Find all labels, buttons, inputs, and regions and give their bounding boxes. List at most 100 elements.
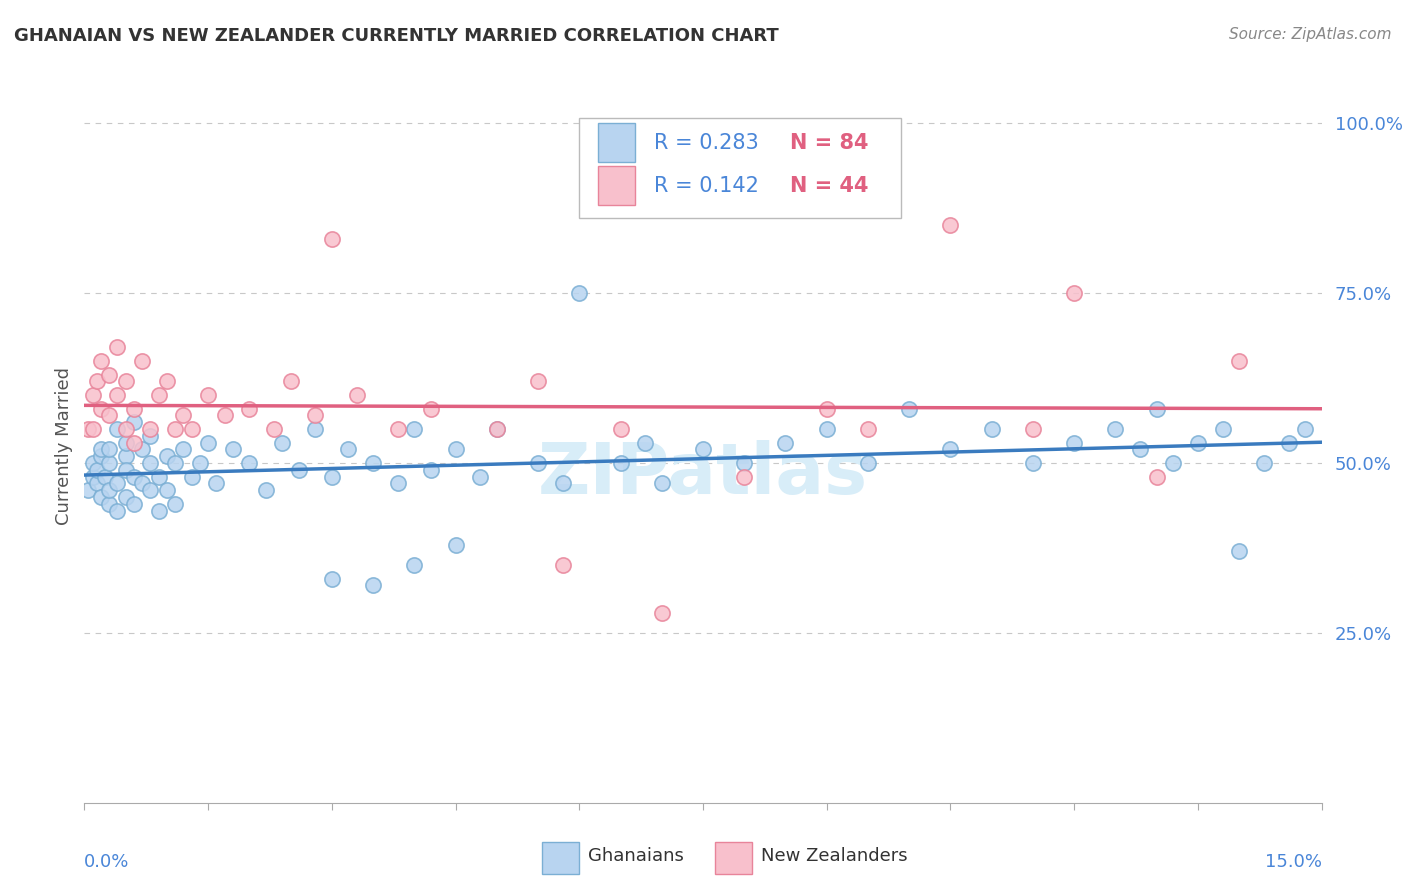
Text: Source: ZipAtlas.com: Source: ZipAtlas.com: [1229, 27, 1392, 42]
Point: [148, 469, 170, 483]
Point: [90, 449, 112, 463]
Point: [609, 456, 631, 470]
Point: [444, 442, 467, 457]
Point: [1146, 401, 1168, 416]
Point: [1104, 422, 1126, 436]
Point: [551, 558, 574, 572]
Text: N = 84: N = 84: [790, 133, 868, 153]
Point: [114, 490, 136, 504]
Point: [1022, 456, 1045, 470]
Point: [1278, 435, 1301, 450]
Point: [321, 572, 343, 586]
Text: 15.0%: 15.0%: [1264, 853, 1322, 871]
Point: [1161, 456, 1184, 470]
Text: ZIPatlas: ZIPatlas: [538, 440, 868, 509]
Point: [485, 422, 508, 436]
Point: [321, 232, 343, 246]
Text: GHANAIAN VS NEW ZEALANDER CURRENTLY MARRIED CORRELATION CHART: GHANAIAN VS NEW ZEALANDER CURRENTLY MARR…: [14, 27, 779, 45]
Point: [263, 422, 285, 436]
Point: [568, 286, 591, 301]
Point: [651, 606, 673, 620]
Point: [122, 435, 145, 450]
Bar: [716, 842, 752, 874]
Point: [856, 422, 879, 436]
Point: [86, 375, 108, 389]
Point: [105, 388, 128, 402]
Point: [114, 435, 136, 450]
Point: [1063, 435, 1085, 450]
Point: [1063, 286, 1085, 301]
Point: [139, 456, 162, 470]
Point: [387, 422, 409, 436]
Text: New Zealanders: New Zealanders: [761, 847, 908, 865]
Text: R = 0.283: R = 0.283: [654, 133, 758, 153]
Point: [82, 469, 104, 483]
Point: [105, 422, 128, 436]
Point: [90, 442, 112, 457]
Point: [98, 442, 121, 457]
Point: [634, 435, 657, 450]
Point: [86, 463, 108, 477]
Point: [77, 422, 100, 436]
Point: [815, 401, 838, 416]
Point: [180, 469, 202, 483]
Point: [321, 469, 343, 483]
Point: [304, 409, 326, 423]
Point: [86, 476, 108, 491]
Point: [1227, 354, 1250, 368]
Point: [692, 442, 714, 457]
Point: [387, 476, 409, 491]
Point: [105, 503, 128, 517]
Point: [156, 483, 179, 498]
Point: [271, 435, 294, 450]
Text: 0.0%: 0.0%: [84, 853, 129, 871]
Point: [404, 422, 426, 436]
Point: [156, 449, 179, 463]
Point: [165, 422, 187, 436]
Point: [131, 476, 153, 491]
Point: [815, 422, 838, 436]
Point: [105, 476, 128, 491]
Point: [197, 388, 219, 402]
Point: [148, 388, 170, 402]
Point: [131, 442, 153, 457]
Point: [98, 368, 121, 382]
Point: [1212, 422, 1234, 436]
Point: [114, 449, 136, 463]
Point: [288, 463, 311, 477]
Point: [105, 341, 128, 355]
Point: [651, 476, 673, 491]
Point: [238, 456, 260, 470]
Point: [114, 422, 136, 436]
Point: [1294, 422, 1316, 436]
Point: [122, 469, 145, 483]
Point: [733, 456, 755, 470]
Point: [90, 354, 112, 368]
Point: [122, 497, 145, 511]
Point: [527, 375, 550, 389]
Point: [188, 456, 211, 470]
Point: [254, 483, 277, 498]
Point: [856, 456, 879, 470]
Point: [122, 401, 145, 416]
Point: [82, 456, 104, 470]
Point: [98, 456, 121, 470]
Point: [98, 497, 121, 511]
Point: [222, 442, 245, 457]
Point: [419, 463, 441, 477]
Point: [148, 503, 170, 517]
Point: [939, 218, 962, 232]
Point: [733, 469, 755, 483]
Point: [197, 435, 219, 450]
Point: [444, 537, 467, 551]
Bar: [598, 123, 636, 162]
Point: [172, 409, 194, 423]
Point: [90, 401, 112, 416]
Point: [180, 422, 202, 436]
Point: [609, 422, 631, 436]
Point: [485, 422, 508, 436]
Point: [156, 375, 179, 389]
Point: [82, 422, 104, 436]
Bar: [543, 842, 579, 874]
Point: [775, 435, 797, 450]
